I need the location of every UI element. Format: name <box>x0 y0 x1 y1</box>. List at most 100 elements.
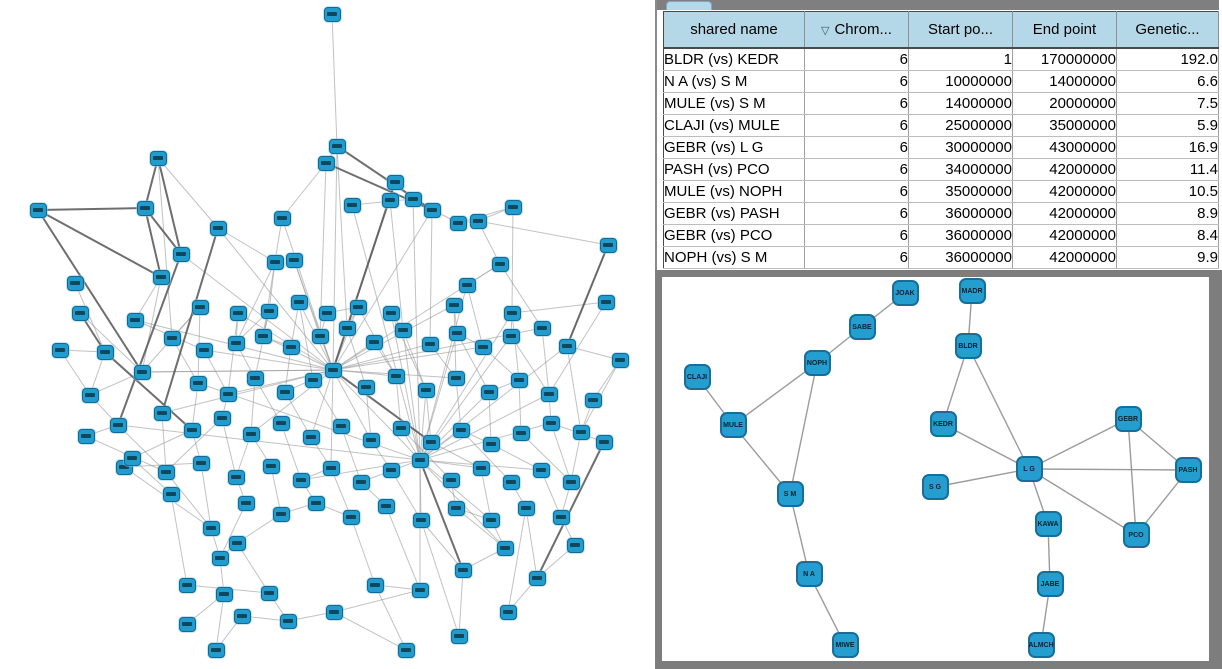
network-edge[interactable] <box>455 507 506 549</box>
network-edge[interactable] <box>37 209 162 278</box>
network-edge[interactable] <box>89 371 143 396</box>
network-node[interactable] <box>480 384 498 400</box>
network-edge[interactable] <box>236 542 270 594</box>
network-node[interactable] <box>219 386 237 402</box>
network-node[interactable] <box>323 6 341 22</box>
network-edge[interactable] <box>566 345 621 361</box>
network-edge[interactable] <box>141 276 162 373</box>
network-edge[interactable] <box>420 519 460 637</box>
network-edge[interactable] <box>389 199 404 331</box>
network-node[interactable] <box>183 422 201 438</box>
network-edge[interactable] <box>1127 418 1137 536</box>
network-node-claji[interactable]: CLAJI <box>683 364 711 390</box>
network-edge[interactable] <box>219 502 247 559</box>
network-edge[interactable] <box>455 377 462 431</box>
network-edge[interactable] <box>254 310 270 379</box>
main-network-view[interactable] <box>0 0 655 669</box>
network-node[interactable] <box>213 410 231 426</box>
network-node[interactable] <box>133 364 151 380</box>
network-node[interactable] <box>195 342 213 358</box>
network-node[interactable] <box>503 305 521 321</box>
network-node[interactable] <box>272 415 290 431</box>
network-node[interactable] <box>562 474 580 490</box>
network-node[interactable] <box>450 628 468 644</box>
network-node[interactable] <box>229 305 247 321</box>
network-node[interactable] <box>178 616 196 632</box>
table-row[interactable]: BLDR (vs) KEDR 6 1 170000000 192.0 <box>663 48 1219 71</box>
network-edge[interactable] <box>541 327 550 395</box>
table-row[interactable]: PASH (vs) PCO 6 34000000 42000000 11.4 <box>663 158 1219 181</box>
network-node[interactable] <box>163 330 181 346</box>
network-edge[interactable] <box>332 343 431 371</box>
column-header-genetic---[interactable]: Genetic... <box>1116 11 1219 49</box>
network-edge[interactable] <box>934 468 1030 488</box>
network-node[interactable] <box>304 372 322 388</box>
network-node-madr[interactable]: MADR <box>958 278 986 304</box>
network-edge[interactable] <box>420 519 464 571</box>
network-node[interactable] <box>123 450 141 466</box>
subnetwork-view[interactable]: JOAK MADR SABE NOPH BLDR CLAJI MULE KEDR GEBR L G… <box>662 277 1209 661</box>
network-node-s-m[interactable]: S M <box>776 481 804 507</box>
network-node[interactable] <box>445 297 463 313</box>
network-edge[interactable] <box>507 507 527 613</box>
network-edge[interactable] <box>566 244 609 347</box>
network-node[interactable] <box>365 334 383 350</box>
network-node[interactable] <box>349 299 367 315</box>
network-edge[interactable] <box>37 209 143 373</box>
network-node[interactable] <box>228 535 246 551</box>
network-node[interactable] <box>499 604 517 620</box>
network-edge[interactable] <box>191 382 199 431</box>
network-edge[interactable] <box>161 227 219 414</box>
network-node[interactable] <box>292 472 310 488</box>
network-node[interactable] <box>211 550 229 566</box>
network-edge[interactable] <box>281 162 327 219</box>
network-node[interactable] <box>172 246 190 262</box>
network-node[interactable] <box>325 604 343 620</box>
network-edge[interactable] <box>789 493 810 575</box>
network-node[interactable] <box>77 428 95 444</box>
network-node-gebr[interactable]: GEBR <box>1114 406 1142 432</box>
network-edge[interactable] <box>165 471 212 529</box>
network-edge[interactable] <box>144 157 159 209</box>
network-edge[interactable] <box>390 469 422 521</box>
network-node-s-g[interactable]: S G <box>921 474 949 500</box>
network-node[interactable] <box>412 512 430 528</box>
column-header-start-po---[interactable]: Start po... <box>908 11 1013 49</box>
network-node[interactable] <box>482 512 500 528</box>
network-edge[interactable] <box>488 391 492 445</box>
network-edge[interactable] <box>402 329 427 391</box>
network-edge[interactable] <box>217 227 276 263</box>
network-edge[interactable] <box>332 145 338 371</box>
network-edge[interactable] <box>117 424 167 473</box>
network-node[interactable] <box>558 338 576 354</box>
network-node[interactable] <box>422 434 440 450</box>
network-edge[interactable] <box>350 516 376 586</box>
network-node[interactable] <box>542 415 560 431</box>
network-node-pash[interactable]: PASH <box>1174 457 1202 483</box>
network-edge[interactable] <box>141 369 334 373</box>
network-node[interactable] <box>366 577 384 593</box>
network-edge[interactable] <box>200 462 212 529</box>
network-node[interactable] <box>96 344 114 360</box>
network-node[interactable] <box>510 372 528 388</box>
network-node[interactable] <box>482 436 500 452</box>
network-node-jabe[interactable]: JABE <box>1036 571 1064 597</box>
network-node[interactable] <box>397 642 415 658</box>
network-node[interactable] <box>352 474 370 490</box>
network-edge[interactable] <box>510 335 550 395</box>
network-node[interactable] <box>449 215 467 231</box>
network-edge[interactable] <box>37 207 146 211</box>
network-node[interactable] <box>381 192 399 208</box>
network-edge[interactable] <box>221 417 237 478</box>
network-edge[interactable] <box>203 349 334 371</box>
network-edge[interactable] <box>525 507 538 579</box>
network-edge[interactable] <box>300 459 421 481</box>
column-header-shared-name[interactable]: shared name <box>663 11 805 49</box>
panel-tab[interactable] <box>666 1 712 10</box>
network-node[interactable] <box>411 452 429 468</box>
network-node[interactable] <box>153 405 171 421</box>
network-edge[interactable] <box>332 181 396 371</box>
network-edge[interactable] <box>518 379 522 434</box>
network-edge[interactable] <box>789 362 818 495</box>
network-edge[interactable] <box>330 467 352 518</box>
